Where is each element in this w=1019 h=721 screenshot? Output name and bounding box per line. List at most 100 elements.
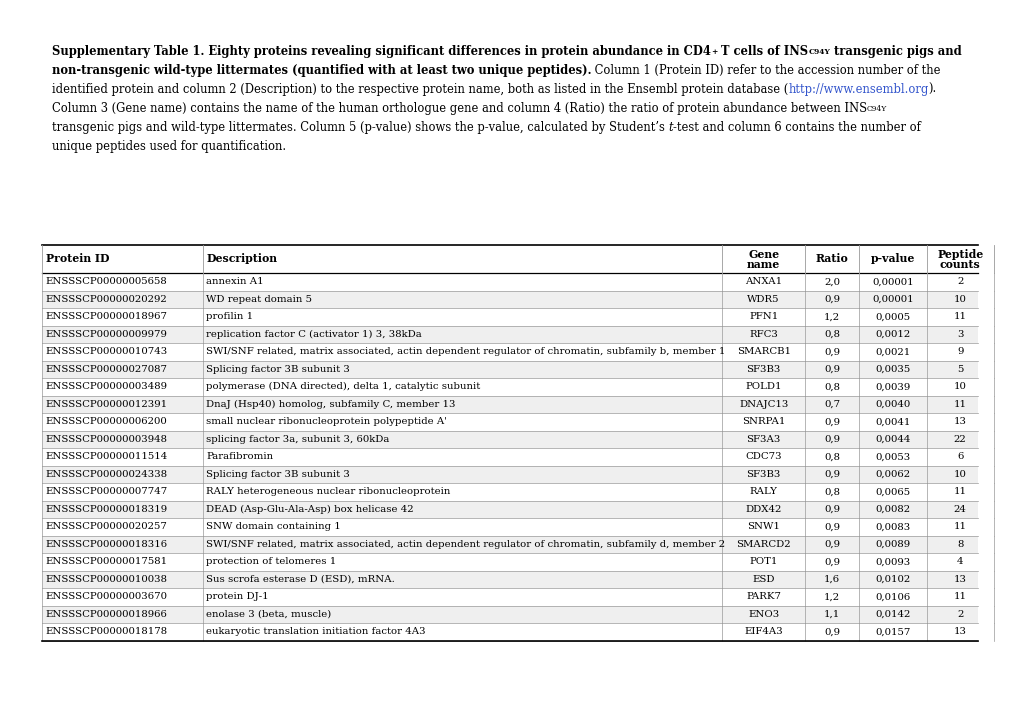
Text: 0,0044: 0,0044: [874, 435, 910, 443]
Text: +: +: [710, 48, 716, 56]
Text: 2: 2: [956, 278, 963, 286]
Text: Parafibromin: Parafibromin: [206, 452, 273, 461]
Text: 22: 22: [953, 435, 966, 443]
Text: enolase 3 (beta, muscle): enolase 3 (beta, muscle): [206, 610, 331, 619]
Text: T cells of INS: T cells of INS: [716, 45, 808, 58]
Text: 0,0005: 0,0005: [874, 312, 910, 322]
Text: 2,0: 2,0: [823, 278, 840, 286]
Text: ENSSSCP00000018178: ENSSSCP00000018178: [45, 627, 167, 636]
Bar: [42, 553, 977, 570]
Text: 11: 11: [953, 592, 966, 601]
Text: C94Y: C94Y: [866, 105, 887, 113]
Text: ENSSSCP00000010743: ENSSSCP00000010743: [45, 348, 167, 356]
Text: PFN1: PFN1: [748, 312, 777, 322]
Text: 0,8: 0,8: [823, 452, 840, 461]
Text: SF3A3: SF3A3: [746, 435, 781, 443]
Text: ENSSSCP00000018316: ENSSSCP00000018316: [45, 540, 167, 549]
Text: ENSSSCP00000018319: ENSSSCP00000018319: [45, 505, 167, 514]
Text: ENSSSCP00000020292: ENSSSCP00000020292: [45, 295, 166, 304]
Bar: [42, 588, 977, 606]
Text: 11: 11: [953, 399, 966, 409]
Text: 0,9: 0,9: [823, 522, 840, 531]
Text: 0,00001: 0,00001: [871, 295, 913, 304]
Text: DnaJ (Hsp40) homolog, subfamily C, member 13: DnaJ (Hsp40) homolog, subfamily C, membe…: [206, 399, 455, 409]
Text: 0,0106: 0,0106: [874, 592, 910, 601]
Text: 0,9: 0,9: [823, 417, 840, 426]
Text: CDC73: CDC73: [745, 452, 782, 461]
Text: WD repeat domain 5: WD repeat domain 5: [206, 295, 312, 304]
Text: Gene: Gene: [747, 249, 779, 260]
Text: ).: ).: [927, 83, 936, 96]
Text: http://www.ensembl.org: http://www.ensembl.org: [788, 83, 927, 96]
Text: ENO3: ENO3: [747, 610, 779, 619]
Text: ENSSSCP00000003948: ENSSSCP00000003948: [45, 435, 167, 443]
Text: profilin 1: profilin 1: [206, 312, 253, 322]
Text: 0,9: 0,9: [823, 627, 840, 636]
Text: ENSSSCP00000005658: ENSSSCP00000005658: [45, 278, 166, 286]
Text: 6: 6: [956, 452, 963, 461]
Text: EIF4A3: EIF4A3: [744, 627, 783, 636]
Text: 24: 24: [953, 505, 966, 514]
Text: non-transgenic wild-type littermates (quantified with at least two unique peptid: non-transgenic wild-type littermates (qu…: [52, 64, 591, 77]
Text: 0,0157: 0,0157: [874, 627, 910, 636]
Text: ENSSSCP00000006200: ENSSSCP00000006200: [45, 417, 166, 426]
Text: SNW domain containing 1: SNW domain containing 1: [206, 522, 340, 531]
Text: 8: 8: [956, 540, 963, 549]
Text: Peptide: Peptide: [936, 249, 982, 260]
Text: 0,0012: 0,0012: [874, 329, 910, 339]
Bar: [42, 606, 977, 623]
Text: 10: 10: [953, 295, 966, 304]
Text: 0,9: 0,9: [823, 557, 840, 566]
Text: 0,0041: 0,0041: [874, 417, 910, 426]
Text: 3: 3: [956, 329, 963, 339]
Text: p-value: p-value: [870, 254, 914, 265]
Text: 0,9: 0,9: [823, 435, 840, 443]
Bar: [42, 245, 977, 273]
Text: 0,0093: 0,0093: [874, 557, 910, 566]
Text: Splicing factor 3B subunit 3: Splicing factor 3B subunit 3: [206, 365, 350, 373]
Text: 0,8: 0,8: [823, 487, 840, 496]
Text: ENSSSCP00000010038: ENSSSCP00000010038: [45, 575, 167, 584]
Text: 0,9: 0,9: [823, 470, 840, 479]
Text: 0,0082: 0,0082: [874, 505, 910, 514]
Text: transgenic pigs and: transgenic pigs and: [829, 45, 961, 58]
Text: 1,2: 1,2: [823, 592, 840, 601]
Text: ENSSSCP00000017581: ENSSSCP00000017581: [45, 557, 167, 566]
Text: SWI/SNF related, matrix associated, actin dependent regulator of chromatin, subf: SWI/SNF related, matrix associated, acti…: [206, 348, 725, 356]
Text: POT1: POT1: [749, 557, 777, 566]
Bar: [42, 448, 977, 466]
Text: SNRPA1: SNRPA1: [741, 417, 785, 426]
Text: ENSSSCP00000020257: ENSSSCP00000020257: [45, 522, 167, 531]
Text: 4: 4: [956, 557, 963, 566]
Bar: [42, 378, 977, 396]
Text: unique peptides used for quantification.: unique peptides used for quantification.: [52, 140, 286, 153]
Bar: [42, 325, 977, 343]
Bar: [42, 466, 977, 483]
Text: Protein ID: Protein ID: [46, 254, 109, 265]
Text: 0,0021: 0,0021: [874, 348, 910, 356]
Bar: [42, 483, 977, 500]
Text: 0,9: 0,9: [823, 348, 840, 356]
Text: PARK7: PARK7: [746, 592, 781, 601]
Text: ENSSSCP00000003670: ENSSSCP00000003670: [45, 592, 167, 601]
Text: 2: 2: [956, 610, 963, 619]
Text: 1,1: 1,1: [823, 610, 840, 619]
Text: 0,0040: 0,0040: [874, 399, 910, 409]
Text: ENSSSCP00000018966: ENSSSCP00000018966: [45, 610, 167, 619]
Text: 0,0062: 0,0062: [874, 470, 910, 479]
Text: ANXA1: ANXA1: [744, 278, 782, 286]
Text: SF3B3: SF3B3: [746, 365, 781, 373]
Text: counts: counts: [938, 259, 979, 270]
Text: DNAJC13: DNAJC13: [738, 399, 788, 409]
Text: SMARCB1: SMARCB1: [736, 348, 790, 356]
Text: DDX42: DDX42: [745, 505, 782, 514]
Bar: [42, 536, 977, 553]
Bar: [42, 570, 977, 588]
Bar: [42, 360, 977, 378]
Text: RALY heterogeneous nuclear ribonucleoprotein: RALY heterogeneous nuclear ribonucleopro…: [206, 487, 450, 496]
Text: 13: 13: [953, 575, 966, 584]
Text: ENSSSCP00000012391: ENSSSCP00000012391: [45, 399, 167, 409]
Text: 0,8: 0,8: [823, 329, 840, 339]
Text: 0,0035: 0,0035: [874, 365, 910, 373]
Bar: [42, 500, 977, 518]
